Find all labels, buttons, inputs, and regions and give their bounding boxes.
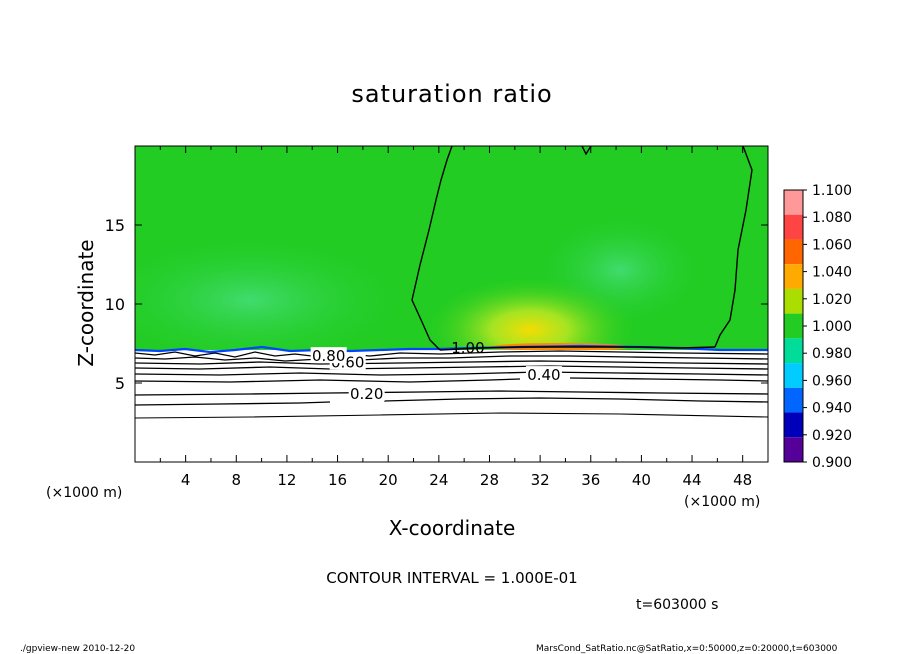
- plot-area: 0.200.400.600.80 1.00: [135, 146, 768, 462]
- colorbar-label: 0.980: [812, 346, 852, 362]
- y-tick-label: 15: [105, 216, 125, 235]
- y-tick-label: 5: [115, 374, 125, 393]
- x-tick-label: 12: [277, 471, 296, 489]
- colorbar-swatch: [784, 363, 803, 388]
- contour-label-bg: [310, 347, 347, 364]
- x-tick-label: 24: [429, 471, 448, 489]
- colorbar-label: 0.900: [812, 455, 852, 471]
- colorbar-swatch: [784, 239, 803, 265]
- colorbar-swatch: [784, 437, 803, 462]
- contour-label-bg: [525, 366, 562, 383]
- x-tick-label: 36: [581, 471, 600, 489]
- x-axis: 4 8 12 16 20 24 28 32 36 40 44 48: [159, 146, 752, 489]
- y-tick-label: 10: [105, 295, 125, 314]
- colorbar-swatch: [784, 338, 803, 364]
- colorbar-label: 1.020: [812, 292, 852, 308]
- footer-right: MarsCond_SatRatio.nc@SatRatio,x=0:50000,…: [536, 644, 838, 654]
- contour-0.70: [135, 360, 768, 365]
- x-axis-unit-left: (×1000 m): [46, 485, 122, 501]
- colorbar-swatch: [784, 190, 803, 215]
- colorbar-label: 1.000: [812, 319, 852, 335]
- contour-0.20: [135, 397, 768, 406]
- x-tick-label: 40: [632, 471, 651, 489]
- colorbar-swatch: [784, 288, 803, 314]
- contour-1.00-bottom: [439, 346, 716, 351]
- contour-0.10: [135, 412, 768, 419]
- contour-0.60: [135, 365, 768, 370]
- x-tick-label: 32: [531, 471, 550, 489]
- x-tick-label: 28: [480, 471, 499, 489]
- contour-label: 0.20: [350, 385, 383, 403]
- colorbar: 1.100 1.080 1.060 1.040 1.020 1.000 0.980 0.960…: [783, 183, 852, 471]
- subsaturated-layer: [135, 350, 768, 462]
- x-tick-label: 48: [733, 471, 752, 489]
- colorbar-swatch: [784, 313, 803, 339]
- contour-0.30: [135, 390, 768, 396]
- x-tick-label: 4: [181, 471, 191, 489]
- time-label: t=603000 s: [636, 597, 718, 613]
- colorbar-label: 0.960: [812, 373, 852, 389]
- colorbar-label: 1.040: [812, 265, 852, 281]
- colorbar-label: 0.920: [812, 428, 852, 444]
- x-axis-unit-right: (×1000 m): [684, 494, 760, 510]
- chart-title: saturation ratio: [351, 80, 552, 108]
- colorbar-swatch: [784, 412, 803, 438]
- light-green-region-left: [135, 230, 420, 370]
- x-tick-label: 20: [379, 471, 398, 489]
- colorbar-label: 1.100: [812, 183, 852, 199]
- contour-label: 0.40: [527, 366, 560, 384]
- contour-labels: 0.200.400.600.80 1.00: [310, 339, 562, 403]
- y-axis-title: Z-coordinate: [74, 239, 98, 366]
- contour-1.00-left: [411, 146, 453, 351]
- colorbar-swatch: [784, 387, 803, 413]
- x-tick-label: 8: [232, 471, 242, 489]
- contour-label: 1.00: [451, 339, 484, 357]
- footer-left: ./gpview-new 2010-12-20: [20, 644, 135, 654]
- contour-1.00-top-tick: [581, 146, 592, 156]
- colorbar-label: 1.080: [812, 210, 852, 226]
- contour-interval-text: CONTOUR INTERVAL = 1.000E-01: [326, 569, 577, 587]
- contour-label: 0.80: [312, 347, 345, 365]
- contour-0.40: [135, 377, 768, 383]
- x-tick-label: 44: [682, 471, 701, 489]
- colorbar-label: 1.060: [812, 237, 852, 253]
- colorbar-swatch: [784, 214, 803, 240]
- y-axis: 5 10 15: [105, 216, 768, 393]
- x-axis-title: X-coordinate: [389, 516, 516, 540]
- contour-1.00-right: [714, 146, 753, 348]
- x-tick-label: 16: [328, 471, 347, 489]
- colorbar-swatch: [784, 264, 803, 289]
- contour-0.50: [135, 371, 768, 376]
- colorbar-label: 0.940: [812, 401, 852, 417]
- contour-label-bg: [348, 385, 385, 402]
